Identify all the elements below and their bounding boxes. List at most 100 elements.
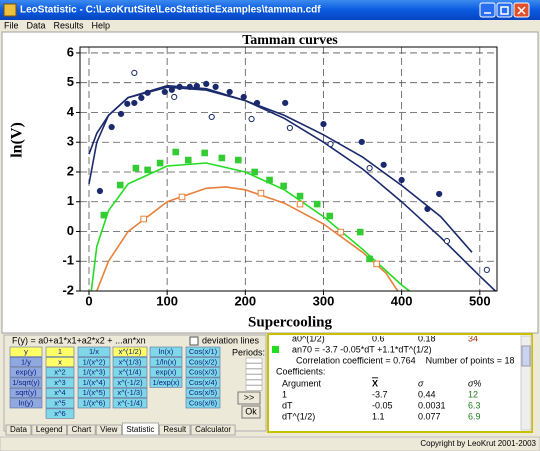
function-button[interactable] xyxy=(45,387,75,399)
x-tick-label: 500 xyxy=(469,293,491,308)
period-input[interactable] xyxy=(245,374,263,380)
point xyxy=(96,187,104,195)
ok-button-label: Ok xyxy=(245,406,257,416)
point xyxy=(313,200,321,208)
scrollbar[interactable] xyxy=(520,335,532,431)
function-button[interactable] xyxy=(45,367,75,378)
point xyxy=(424,205,431,212)
function-button[interactable] xyxy=(45,408,75,419)
point xyxy=(144,89,151,96)
window-button-glyphs xyxy=(484,6,526,15)
function-button[interactable] xyxy=(112,387,148,399)
table-header: Argument xyxy=(282,378,322,388)
results-panel xyxy=(267,333,533,433)
function-button-label: y xyxy=(24,347,28,356)
function-button[interactable] xyxy=(77,377,111,388)
results-text: a0^(1/2) 0.6 0.18 34 an70 = -3.7 -0.05*dT +1… xyxy=(272,333,514,421)
ok-button[interactable] xyxy=(241,405,261,419)
function-button[interactable] xyxy=(112,398,148,409)
period-input[interactable] xyxy=(245,385,263,391)
function-button[interactable] xyxy=(185,387,221,399)
point xyxy=(240,93,247,101)
function-button-label: 1/sqrt(y) xyxy=(12,378,40,387)
point xyxy=(248,115,255,123)
function-button[interactable] xyxy=(77,356,111,368)
function-button[interactable] xyxy=(185,377,221,388)
function-button[interactable] xyxy=(9,346,43,357)
function-button-label: exp(y) xyxy=(16,368,37,377)
function-button[interactable] xyxy=(149,356,183,368)
menu-item[interactable]: File xyxy=(4,20,19,30)
tab[interactable] xyxy=(67,424,96,436)
function-button[interactable] xyxy=(185,346,221,357)
function-button[interactable] xyxy=(77,346,111,357)
tab[interactable] xyxy=(190,424,236,436)
checkbox[interactable] xyxy=(189,336,199,346)
tab[interactable] xyxy=(95,424,122,436)
y-axis-label: ln(V) xyxy=(9,122,26,158)
period-input[interactable] xyxy=(245,368,263,375)
point xyxy=(212,83,219,90)
function-button[interactable] xyxy=(185,367,221,378)
more-button[interactable] xyxy=(237,391,261,405)
tab[interactable] xyxy=(122,422,159,436)
tab[interactable] xyxy=(159,424,191,436)
point xyxy=(218,154,226,162)
point xyxy=(203,80,210,87)
function-button[interactable] xyxy=(112,377,148,388)
table-cell: -3.7 xyxy=(372,389,388,399)
function-button[interactable] xyxy=(77,398,111,409)
function-button[interactable] xyxy=(9,398,43,409)
function-button[interactable] xyxy=(9,377,43,388)
function-button[interactable] xyxy=(149,367,183,378)
menu-item[interactable]: Help xyxy=(92,20,111,30)
function-button-label: x^4 xyxy=(54,388,65,397)
table-header: σ% xyxy=(468,378,481,388)
point xyxy=(337,228,344,236)
x-tick-label: 100 xyxy=(156,293,178,308)
function-button[interactable] xyxy=(77,387,111,399)
function-button[interactable] xyxy=(112,367,148,378)
maximize-button[interactable] xyxy=(496,2,513,18)
function-button[interactable] xyxy=(45,356,75,368)
scrollbar-thumb[interactable] xyxy=(521,345,531,367)
function-button-label: x^(-1/3) xyxy=(117,388,143,397)
menu-item[interactable]: Results xyxy=(54,20,85,30)
table-header: X xyxy=(372,378,378,388)
function-button-label: 1/ln(x) xyxy=(156,357,177,366)
function-button[interactable] xyxy=(112,356,148,368)
table-cell: 6.3 xyxy=(468,400,481,410)
minimize-button[interactable] xyxy=(479,2,496,18)
point xyxy=(117,110,125,118)
function-button-label: 1 xyxy=(58,347,62,356)
point xyxy=(161,88,168,96)
menu-item[interactable]: Data xyxy=(27,20,46,30)
function-button-label: Cos(x/5) xyxy=(189,388,218,397)
tab[interactable] xyxy=(5,424,32,436)
function-button[interactable] xyxy=(9,387,43,399)
tab[interactable] xyxy=(31,424,67,436)
function-button[interactable] xyxy=(185,356,221,368)
result-cell: 0.6 xyxy=(372,333,385,343)
result-cell: 0.18 xyxy=(418,333,436,343)
period-input[interactable] xyxy=(245,357,263,364)
function-buttons: y1/yexp(y)1/sqrt(y)sqrt(y)ln(y)1xx^2x^3x… xyxy=(9,346,263,419)
function-button[interactable] xyxy=(149,346,183,357)
function-button[interactable] xyxy=(77,367,111,378)
period-input[interactable] xyxy=(245,379,263,386)
table-cell: 0.0031 xyxy=(418,400,446,410)
function-button[interactable] xyxy=(149,377,183,388)
point xyxy=(172,148,180,156)
function-button[interactable] xyxy=(9,367,43,378)
function-button[interactable] xyxy=(185,398,221,409)
function-button[interactable] xyxy=(112,346,148,357)
function-button-label: 1/(x^4) xyxy=(83,378,106,387)
function-button[interactable] xyxy=(45,346,75,357)
function-button[interactable] xyxy=(45,377,75,388)
point xyxy=(483,266,490,273)
y-tick-label: 6 xyxy=(67,44,74,59)
period-input[interactable] xyxy=(245,363,263,369)
function-button[interactable] xyxy=(45,398,75,409)
function-button[interactable] xyxy=(9,356,43,368)
point xyxy=(116,181,124,189)
